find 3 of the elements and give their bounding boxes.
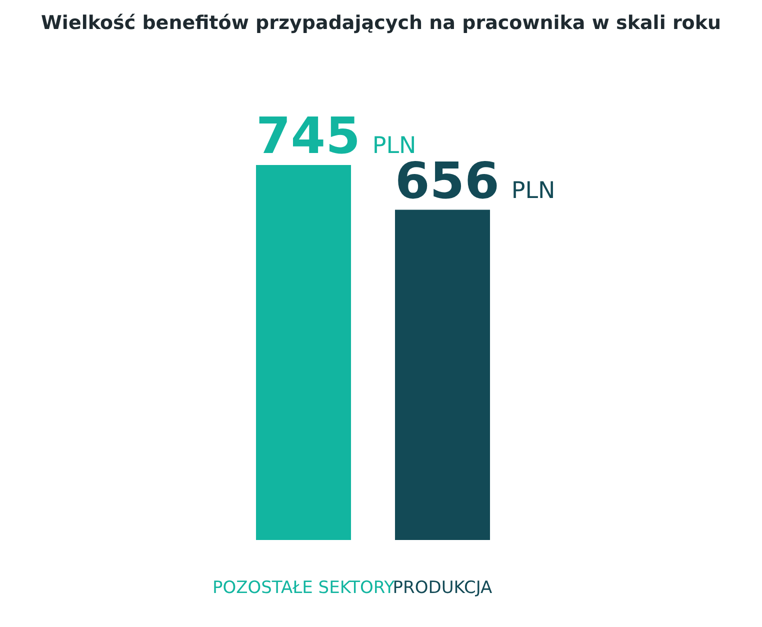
chart-title: Wielkość benefitów przypadających na pracownika w skali roku — [40, 11, 722, 36]
x-tick-label: PRODUKCJA — [392, 578, 493, 598]
x-tick-label: POZOSTAŁE SEKTORY — [212, 578, 396, 598]
